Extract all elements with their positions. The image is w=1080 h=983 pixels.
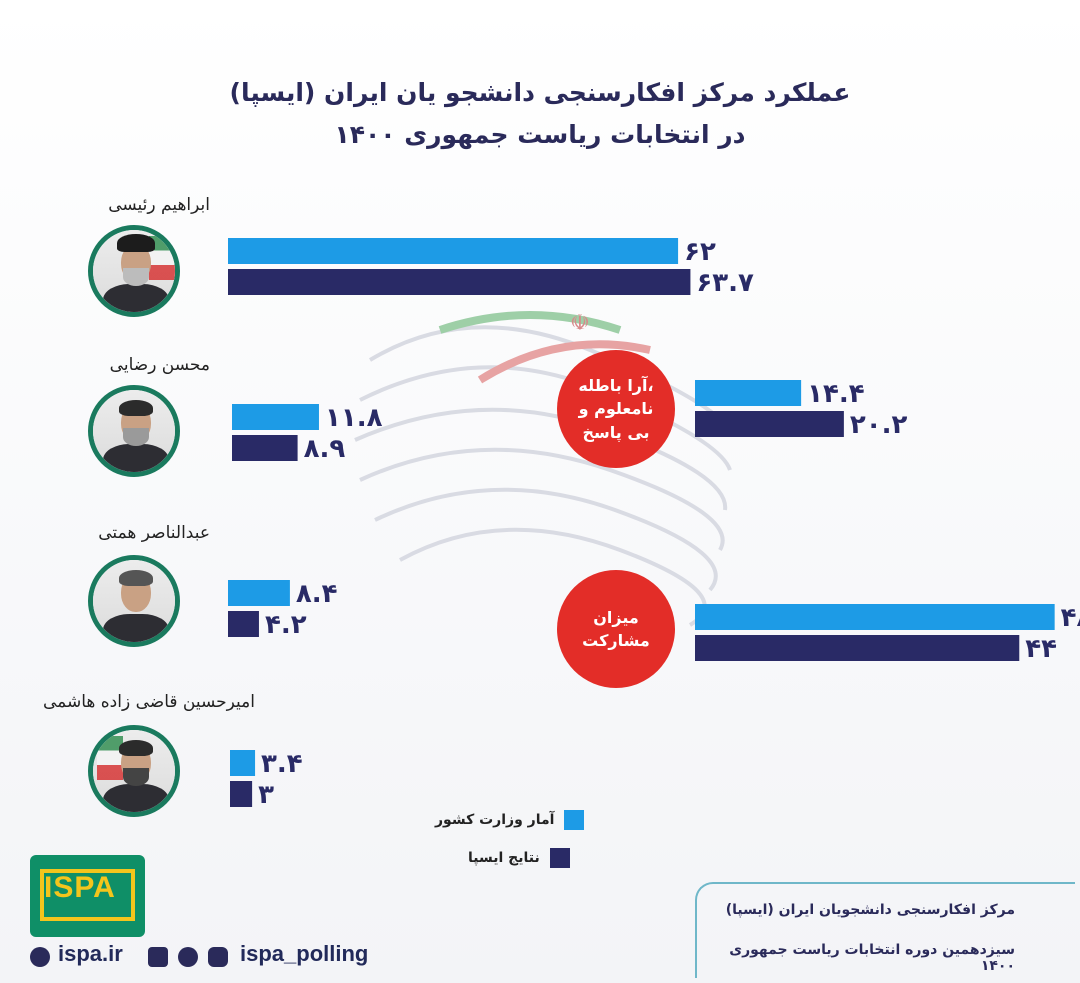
twitter-icon[interactable] bbox=[148, 947, 168, 967]
bar-raisi-ispa bbox=[228, 269, 691, 295]
title-line-2: در انتخابات ریاست جمهوری ۱۴۰۰ bbox=[334, 120, 746, 149]
telegram-icon[interactable] bbox=[178, 947, 198, 967]
avatar-ghazizadeh bbox=[88, 725, 180, 817]
social-handle-link[interactable]: ispa_polling bbox=[240, 941, 369, 966]
turnout-badge-label: میزان مشارکت bbox=[582, 607, 650, 650]
candidate-name-ghazizadeh: امیرحسین قاضی زاده هاشمی bbox=[42, 692, 255, 712]
value-label-invalid-ispa: ۲۰.۲ bbox=[850, 410, 908, 440]
invalid-badge-line-3: بی پاسخ bbox=[582, 422, 650, 442]
value-label-turnout-ministry: ۴۸.۸ bbox=[1061, 603, 1080, 633]
invalid-badge-line-1: آرا باطله، bbox=[578, 376, 654, 396]
bar-raisi-ministry bbox=[228, 238, 679, 264]
bar-hemmati-ministry bbox=[228, 580, 290, 606]
title-line-1: عملکرد مرکز افکارسنجی دانشجو یان ایران (… bbox=[229, 78, 851, 107]
instagram-icon[interactable] bbox=[208, 947, 228, 967]
value-label-turnout-ispa: ۴۴ bbox=[1025, 634, 1057, 664]
invalid-badge-line-2: نامعلوم و bbox=[578, 399, 654, 419]
avatar-hemmati bbox=[88, 555, 180, 647]
invalid-votes-badge: آرا باطله، نامعلوم و بی پاسخ bbox=[557, 350, 675, 468]
legend-ministry-label: آمار وزارت کشور bbox=[435, 812, 555, 828]
candidate-name-rezaei: محسن رضایی bbox=[109, 355, 210, 375]
bar-turnout-ispa bbox=[695, 635, 1020, 661]
value-label-raisi-ispa: ۶۳.۷ bbox=[696, 268, 754, 298]
legend-ministry: آمار وزارت کشور bbox=[435, 810, 585, 830]
candidate-name-raisi: ابراهیم رئیسی bbox=[108, 195, 210, 215]
bar-invalid-ministry bbox=[695, 380, 802, 406]
value-label-raisi-ministry: ۶۲ bbox=[684, 237, 716, 267]
bar-rezaei-ispa bbox=[232, 435, 298, 461]
value-label-hemmati-ministry: ۸.۴ bbox=[296, 579, 338, 609]
legend-ministry-swatch bbox=[564, 810, 585, 830]
website-link[interactable]: ispa.ir bbox=[58, 941, 123, 966]
source-note-box: مرکز افکارسنجی دانشجویان ایران (ایسپا) س… bbox=[695, 882, 1075, 978]
value-label-ghazizadeh-ministry: ۳.۴ bbox=[261, 749, 303, 779]
candidate-name-hemmati: عبدالناصر همتی bbox=[98, 523, 210, 543]
bar-invalid-ispa bbox=[695, 411, 844, 437]
turnout-badge: میزان مشارکت bbox=[557, 570, 675, 688]
bar-turnout-ministry bbox=[695, 604, 1055, 630]
legend-ispa: نتایج ایسپا bbox=[468, 848, 570, 868]
value-label-rezaei-ministry: ۱۱.۸ bbox=[325, 403, 383, 433]
source-note-line-2: سیزدهمین دوره انتخابات ریاست جمهوری ۱۴۰۰ bbox=[729, 942, 1015, 974]
legend-ispa-label: نتایج ایسپا bbox=[468, 850, 540, 866]
ispa-logo: ISPA bbox=[30, 855, 145, 937]
avatar-raisi bbox=[88, 225, 180, 317]
bar-hemmati-ispa bbox=[228, 611, 259, 637]
value-label-invalid-ministry: ۱۴.۴ bbox=[807, 379, 864, 409]
source-note-line-1: مرکز افکارسنجی دانشجویان ایران (ایسپا) bbox=[725, 902, 1015, 918]
value-label-rezaei-ispa: ۸.۹ bbox=[304, 434, 346, 464]
avatar-rezaei bbox=[88, 385, 180, 477]
bar-rezaei-ministry bbox=[232, 404, 319, 430]
bar-ghazizadeh-ispa bbox=[230, 781, 253, 807]
bar-ghazizadeh-ministry bbox=[230, 750, 256, 776]
svg-text:☫: ☫ bbox=[570, 311, 590, 336]
globe-icon bbox=[30, 947, 50, 967]
ispa-logo-text: ISPA bbox=[44, 871, 116, 904]
value-label-ghazizadeh-ispa: ۳ bbox=[258, 780, 274, 810]
legend-ispa-swatch bbox=[549, 848, 570, 868]
value-label-hemmati-ispa: ۴.۲ bbox=[265, 610, 307, 640]
